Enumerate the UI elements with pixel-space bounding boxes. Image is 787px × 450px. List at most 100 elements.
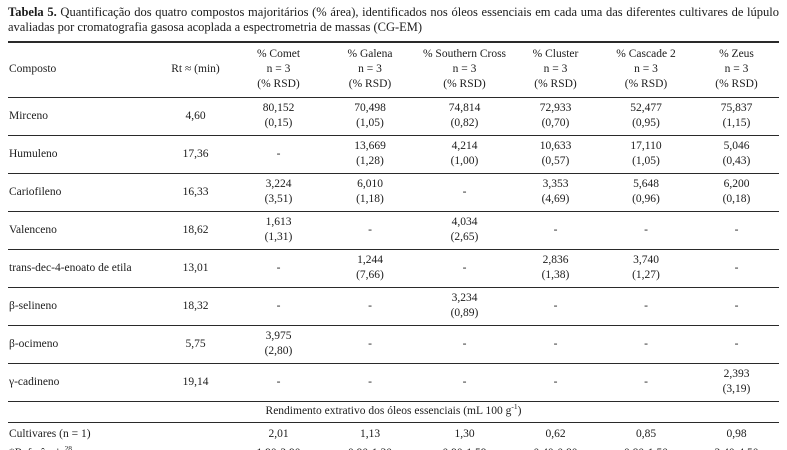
percent-area-cell: -	[734, 337, 739, 350]
header-cultivar-cascade-2: % Cascade 2 n = 3 (% RSD)	[616, 48, 676, 90]
referencia-row: *Referência28 1,90-2,90 0,90-1,30 0,90-1…	[8, 444, 779, 450]
percent-area-cell: -	[553, 375, 558, 388]
header-compound: Composto	[9, 63, 57, 76]
percent-area-cell: -	[368, 337, 372, 350]
percent-area-cell: 3,234 (0,89)	[450, 292, 479, 319]
compound-row: Mirceno 4,60 80,152 (0,15) 70,498 (1,05) 74,81…	[8, 97, 779, 135]
compound-name: trans-dec-4-enoato de etila	[9, 261, 132, 274]
reference-range: 0,90-1,30	[324, 444, 416, 450]
yield-section: Rendimento extrativo dos óleos essenciai…	[8, 401, 779, 450]
percent-area-cell: -	[734, 261, 739, 274]
percent-area-cell: 5,046 (0,43)	[722, 140, 751, 167]
quantification-table: Composto Rt ≈ (min) % Comet n = 3 (% RSD…	[8, 40, 779, 450]
retention-time: 18,32	[182, 299, 209, 312]
percent-area-cell: -	[553, 223, 558, 236]
yield-value: 0,62	[545, 427, 566, 440]
yield-value: 0,85	[635, 427, 657, 440]
percent-area-cell: -	[276, 261, 281, 274]
percent-area-cell: -	[368, 223, 372, 236]
referencia-label: *Referência28	[9, 444, 73, 450]
percent-area-cell: 13,669 (1,28)	[354, 140, 386, 167]
yield-value: 2,01	[268, 427, 289, 440]
compound-row: Cariofileno 16,33 3,224 (3,51) 6,010 (1,18) - 3…	[8, 173, 779, 211]
percent-area-cell: -	[553, 299, 558, 312]
compound-row: β-selineno 18,32 - - 3,234 (0,89) - - -	[8, 287, 779, 325]
retention-time: 16,33	[182, 185, 209, 198]
reference-range: 0,90-1,59	[416, 444, 513, 450]
yield-value: 0,98	[726, 427, 747, 440]
percent-area-cell: -	[462, 261, 467, 274]
retention-time: 13,01	[182, 261, 209, 274]
percent-area-cell: 10,633 (0,57)	[539, 140, 572, 167]
compound-name: Humuleno	[9, 147, 58, 160]
compound-row: trans-dec-4-enoato de etila 13,01 - 1,244 (7…	[8, 249, 779, 287]
percent-area-cell: 17,110 (1,05)	[630, 140, 662, 167]
compound-name: Cariofileno	[9, 185, 62, 198]
percent-area-cell: 3,353 (4,69)	[541, 178, 570, 205]
compound-tbody: Mirceno 4,60 80,152 (0,15) 70,498 (1,05) 74,81…	[8, 97, 779, 401]
percent-area-cell: 72,933 (0,70)	[539, 102, 572, 129]
table-caption-text: Quantificação dos quatro compostos major…	[8, 5, 779, 35]
percent-area-cell: 74,814 (0,82)	[448, 102, 481, 129]
percent-area-cell: -	[644, 223, 648, 236]
compound-name: Valenceno	[9, 223, 57, 236]
percent-area-cell: -	[734, 299, 739, 312]
percent-area-cell: -	[462, 375, 467, 388]
compound-name: β-ocimeno	[9, 337, 59, 350]
retention-time: 4,60	[185, 109, 206, 122]
cultivares-yield-row: Cultivares (n = 1) 2,01 1,13 1,30 0,62 0…	[8, 422, 779, 444]
percent-area-cell: 6,200 (0,18)	[722, 178, 751, 205]
percent-area-cell: 6,010 (1,18)	[356, 178, 384, 205]
percent-area-cell: -	[644, 299, 648, 312]
percent-area-cell: 80,152 (0,15)	[262, 102, 295, 129]
percent-area-cell: 2,836 (1,38)	[541, 254, 570, 281]
table-caption: Tabela 5. Quantificação dos quatro compo…	[8, 5, 779, 36]
reference-range: 2,40-4,50	[694, 444, 779, 450]
percent-area-cell: 52,477 (0,95)	[630, 102, 662, 129]
yield-section-title: Rendimento extrativo dos óleos essenciai…	[265, 402, 522, 418]
reference-range: 1,90-2,90	[233, 444, 324, 450]
percent-area-cell: -	[644, 337, 648, 350]
header-cultivar-cluster: % Cluster n = 3 (% RSD)	[532, 48, 579, 90]
header-cultivar-galena: % Galena n = 3 (% RSD)	[347, 48, 393, 90]
cultivares-label: Cultivares (n = 1)	[9, 427, 91, 440]
compound-name: γ-cadineno	[9, 375, 60, 388]
percent-area-cell: -	[734, 223, 739, 236]
percent-area-cell: 5,648 (0,96)	[632, 178, 660, 205]
retention-time: 19,14	[182, 375, 209, 388]
percent-area-cell: 75,837 (1,15)	[720, 102, 753, 129]
yield-value: 1,13	[359, 427, 381, 440]
percent-area-cell: 70,498 (1,05)	[354, 102, 386, 129]
percent-area-cell: 1,613 (1,31)	[264, 216, 293, 243]
percent-area-cell: -	[462, 185, 467, 198]
percent-area-cell: -	[276, 299, 281, 312]
header-cultivar-comet: % Comet n = 3 (% RSD)	[256, 48, 301, 90]
header-cultivar-zeus: % Zeus n = 3 (% RSD)	[715, 48, 758, 90]
reference-range: 0,40-0,80	[513, 444, 598, 450]
percent-area-cell: 1,244 (7,66)	[356, 254, 384, 281]
percent-area-cell: -	[644, 375, 648, 388]
percent-area-cell: 2,393 (3,19)	[722, 368, 751, 395]
yield-value: 1,30	[454, 427, 475, 440]
header-row: Composto Rt ≈ (min) % Comet n = 3 (% RSD…	[8, 42, 779, 97]
percent-area-cell: 4,214 (1,00)	[450, 140, 479, 167]
percent-area-cell: 3,224 (3,51)	[264, 178, 293, 205]
table-caption-label: Tabela 5.	[8, 5, 57, 19]
header-cultivar-southern-cross: % Southern Cross n = 3 (% RSD)	[422, 48, 507, 90]
retention-time: 18,62	[182, 223, 209, 236]
compound-name: Mirceno	[9, 109, 48, 122]
compound-name: β-selineno	[9, 299, 58, 312]
compound-row: Valenceno 18,62 1,613 (1,31) - 4,034 (2,65) - - -	[8, 211, 779, 249]
compound-row: γ-cadineno 19,14 - - - - - 2,393 (3,19)	[8, 363, 779, 401]
percent-area-cell: 3,975 (2,80)	[264, 330, 293, 357]
retention-time: 17,36	[182, 147, 209, 160]
percent-area-cell: 4,034 (2,65)	[450, 216, 479, 243]
percent-area-cell: -	[368, 299, 372, 312]
percent-area-cell: -	[276, 375, 281, 388]
reference-range: 0,80-1,50	[598, 444, 694, 450]
table-header: Composto Rt ≈ (min) % Comet n = 3 (% RSD…	[8, 42, 779, 97]
percent-area-cell: -	[368, 375, 372, 388]
compound-row: β-ocimeno 5,75 3,975 (2,80) - - - - -	[8, 325, 779, 363]
header-rt: Rt ≈ (min)	[171, 63, 220, 76]
